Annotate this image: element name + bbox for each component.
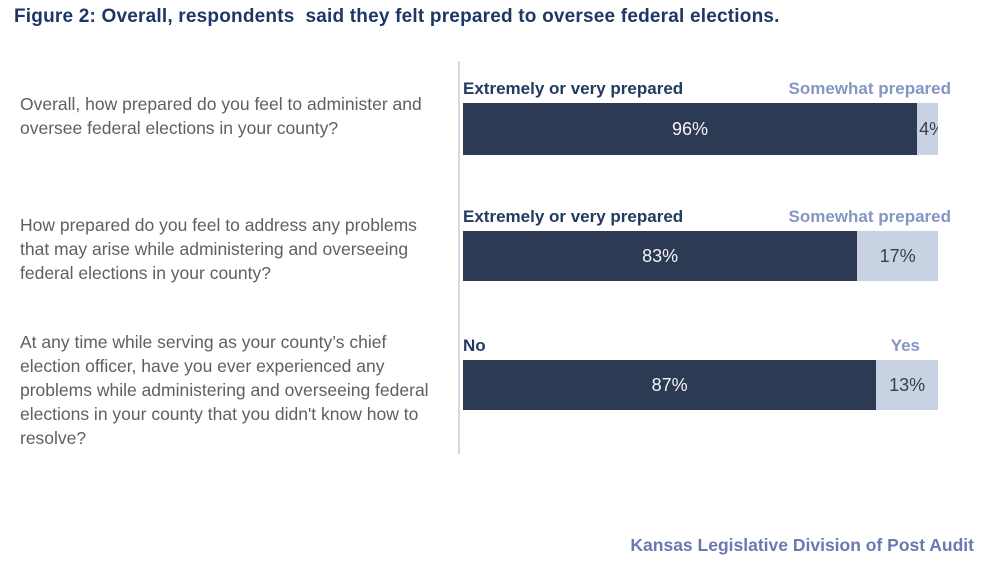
bar-row-3: No Yes 87% 13%: [463, 336, 938, 410]
axis-line: [458, 61, 460, 454]
figure-title: Figure 2: Overall, respondents said they…: [14, 6, 780, 27]
bar-segment-primary: 87%: [463, 360, 877, 410]
segment-label-left: No: [463, 336, 486, 355]
segment-label-right: Yes: [890, 336, 920, 355]
stacked-bar-2: 83% 17%: [463, 231, 938, 281]
segment-label-left: Extremely or very prepared: [463, 207, 684, 226]
bar-labels-row-1: Extremely or very prepared Somewhat prep…: [463, 79, 951, 101]
bar-labels-row-2: Extremely or very prepared Somewhat prep…: [463, 207, 951, 229]
bar-segment-secondary: 17%: [857, 231, 938, 281]
stacked-bar-3: 87% 13%: [463, 360, 938, 410]
question-text-1: Overall, how prepared do you feel to adm…: [20, 94, 422, 138]
bar-segment-primary: 83%: [463, 231, 858, 281]
segment-label-left: Extremely or very prepared: [463, 79, 684, 98]
question-text-3: At any time while serving as your county…: [20, 332, 429, 448]
bar-value-label: 96%: [672, 118, 709, 139]
bar-row-1: Extremely or very prepared Somewhat prep…: [463, 79, 951, 155]
stacked-bar-1: 96% 4%: [463, 103, 938, 155]
bar-value-label: 13%: [889, 374, 926, 395]
question-text-2: How prepared do you feel to address any …: [20, 215, 417, 283]
bar-segment-secondary: 13%: [876, 360, 938, 410]
bar-value-label: 83%: [642, 245, 679, 266]
bar-segment-secondary: 4%: [917, 103, 938, 155]
bar-value-label: 87%: [651, 374, 688, 395]
bar-segment-primary: 96%: [463, 103, 918, 155]
segment-label-right: Somewhat prepared: [788, 79, 952, 98]
bar-value-label: 17%: [879, 245, 916, 266]
source-attribution: Kansas Legislative Division of Post Audi…: [630, 535, 974, 555]
segment-label-right: Somewhat prepared: [788, 207, 952, 226]
bar-labels-row-3: No Yes: [463, 336, 938, 358]
bar-value-label: 4%: [919, 118, 938, 139]
bar-row-2: Extremely or very prepared Somewhat prep…: [463, 207, 951, 281]
